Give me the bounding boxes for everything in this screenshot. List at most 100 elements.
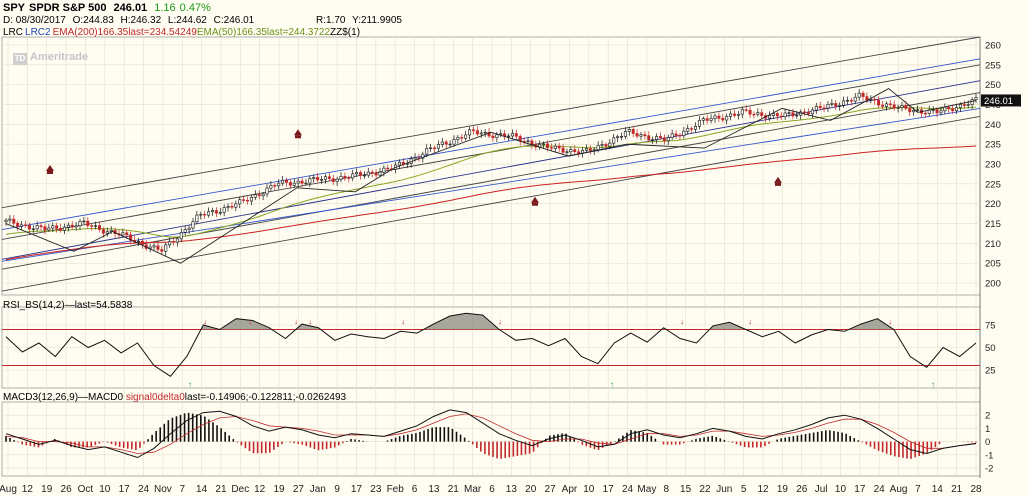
candle-down: [347, 177, 351, 179]
x-tick-label: 14: [932, 484, 944, 495]
candle-down: [791, 112, 795, 117]
candle-up: [826, 104, 830, 109]
study-lrc[interactable]: LRC: [3, 27, 24, 38]
lrc-lower-outer: [1, 92, 981, 270]
price-tick-label: 205: [985, 259, 1001, 270]
x-tick-label: 21: [448, 484, 460, 495]
candle-up: [47, 227, 51, 231]
x-tick-label: 17: [854, 484, 866, 495]
rsi-buy-marker: ↑: [931, 380, 935, 389]
x-tick-label: 26: [796, 484, 808, 495]
candle-down: [491, 135, 495, 139]
candle-up: [351, 173, 355, 179]
study-ema50[interactable]: EMA(50): [196, 27, 237, 38]
rsi-sell-marker: ↓: [294, 317, 298, 326]
macd-tick-label: 2: [985, 411, 990, 422]
candle-up: [670, 133, 674, 138]
candle-down: [577, 151, 581, 154]
candle-up: [168, 241, 172, 246]
candle-up: [600, 144, 604, 146]
candle-up: [616, 136, 620, 139]
lrc-lower-outer-2: [1, 115, 981, 292]
candle-down: [97, 225, 101, 230]
candle-up: [499, 133, 503, 135]
lrc2-lower: [1, 108, 981, 262]
x-tick-label: May: [637, 484, 656, 495]
candle-down: [59, 228, 63, 231]
candle-up: [187, 227, 191, 230]
candle-up: [292, 182, 296, 186]
candle-down: [374, 172, 378, 176]
candle-up: [448, 143, 452, 146]
candle-up: [623, 131, 627, 137]
x-tick-label: Dec: [231, 484, 249, 495]
candle-down: [775, 113, 779, 117]
candle-down: [545, 143, 549, 148]
candle-up: [565, 151, 569, 153]
x-tick-label: 20: [525, 484, 537, 495]
candle-down: [327, 176, 331, 179]
candle-down: [549, 147, 553, 149]
candle-up: [526, 140, 530, 142]
candle-down: [849, 99, 853, 102]
rsi-sell-marker: ↓: [680, 317, 684, 326]
candle-down: [273, 185, 277, 187]
study-ema200[interactable]: EMA(200): [52, 27, 98, 38]
candle-up: [265, 187, 269, 195]
rsi-study-name[interactable]: RSI_BS(14,2): [3, 300, 65, 311]
x-tick-label: 9: [334, 484, 340, 495]
candle-up: [378, 171, 382, 176]
candle-up: [814, 106, 818, 111]
candle-up: [845, 99, 849, 102]
candle-down: [203, 214, 207, 216]
candle-down: [125, 232, 129, 236]
candle-down: [433, 147, 437, 149]
candle-down: [444, 141, 448, 145]
candle-up: [105, 231, 109, 234]
price-tick-label: 210: [985, 239, 1001, 250]
price-tick-label: 215: [985, 219, 1001, 230]
candle-up: [787, 112, 791, 114]
macd-tick-label: 0: [985, 437, 990, 448]
candle-up: [425, 148, 429, 155]
candle-up: [4, 219, 8, 222]
rsi-tick-label: 50: [985, 343, 996, 354]
rsi-legend: RSI_BS(14,2)—last=54.5838: [3, 300, 133, 311]
candle-up: [175, 238, 179, 243]
candle-up: [697, 119, 701, 127]
td-logo-icon: TD: [13, 53, 27, 65]
candle-down: [904, 105, 908, 109]
study-zigzag[interactable]: ZZ$(1): [330, 27, 361, 38]
candle-down: [518, 136, 522, 142]
delta-label: delta: [157, 392, 180, 403]
candle-down: [475, 130, 479, 135]
rsi-sell-marker: ↓: [401, 317, 405, 326]
x-tick-label: 19: [273, 484, 285, 495]
low-value: L:244.62: [167, 15, 207, 26]
candle-up: [152, 245, 156, 248]
candle-down: [588, 148, 592, 151]
candle-down: [892, 104, 896, 109]
candle-up: [82, 220, 86, 223]
candle-down: [923, 112, 927, 115]
signal-arrow-icon: [46, 164, 54, 171]
study-legend: LRC LRC2 EMA(200)166.35last=234.54249EMA(5…: [3, 27, 364, 38]
candle-down: [288, 182, 292, 186]
macd-study-name[interactable]: MACD3(12,26,9): [3, 392, 79, 403]
candle-down: [530, 140, 534, 145]
candle-down: [370, 171, 374, 174]
candle-down: [947, 106, 951, 109]
x-tick-label: 12: [22, 484, 34, 495]
macd-line-label: MACD: [88, 392, 118, 403]
x-tick-label: 17: [119, 484, 131, 495]
x-tick-label: 17: [351, 484, 363, 495]
price-tick-label: 230: [985, 160, 1001, 171]
candle-down: [16, 222, 20, 227]
x-tick-label: Feb: [387, 484, 405, 495]
candle-down: [888, 103, 892, 106]
x-tick-label: 21: [215, 484, 227, 495]
candle-up: [495, 134, 499, 139]
x-tick-label: 12: [757, 484, 769, 495]
study-lrc2[interactable]: LRC2: [25, 27, 51, 38]
